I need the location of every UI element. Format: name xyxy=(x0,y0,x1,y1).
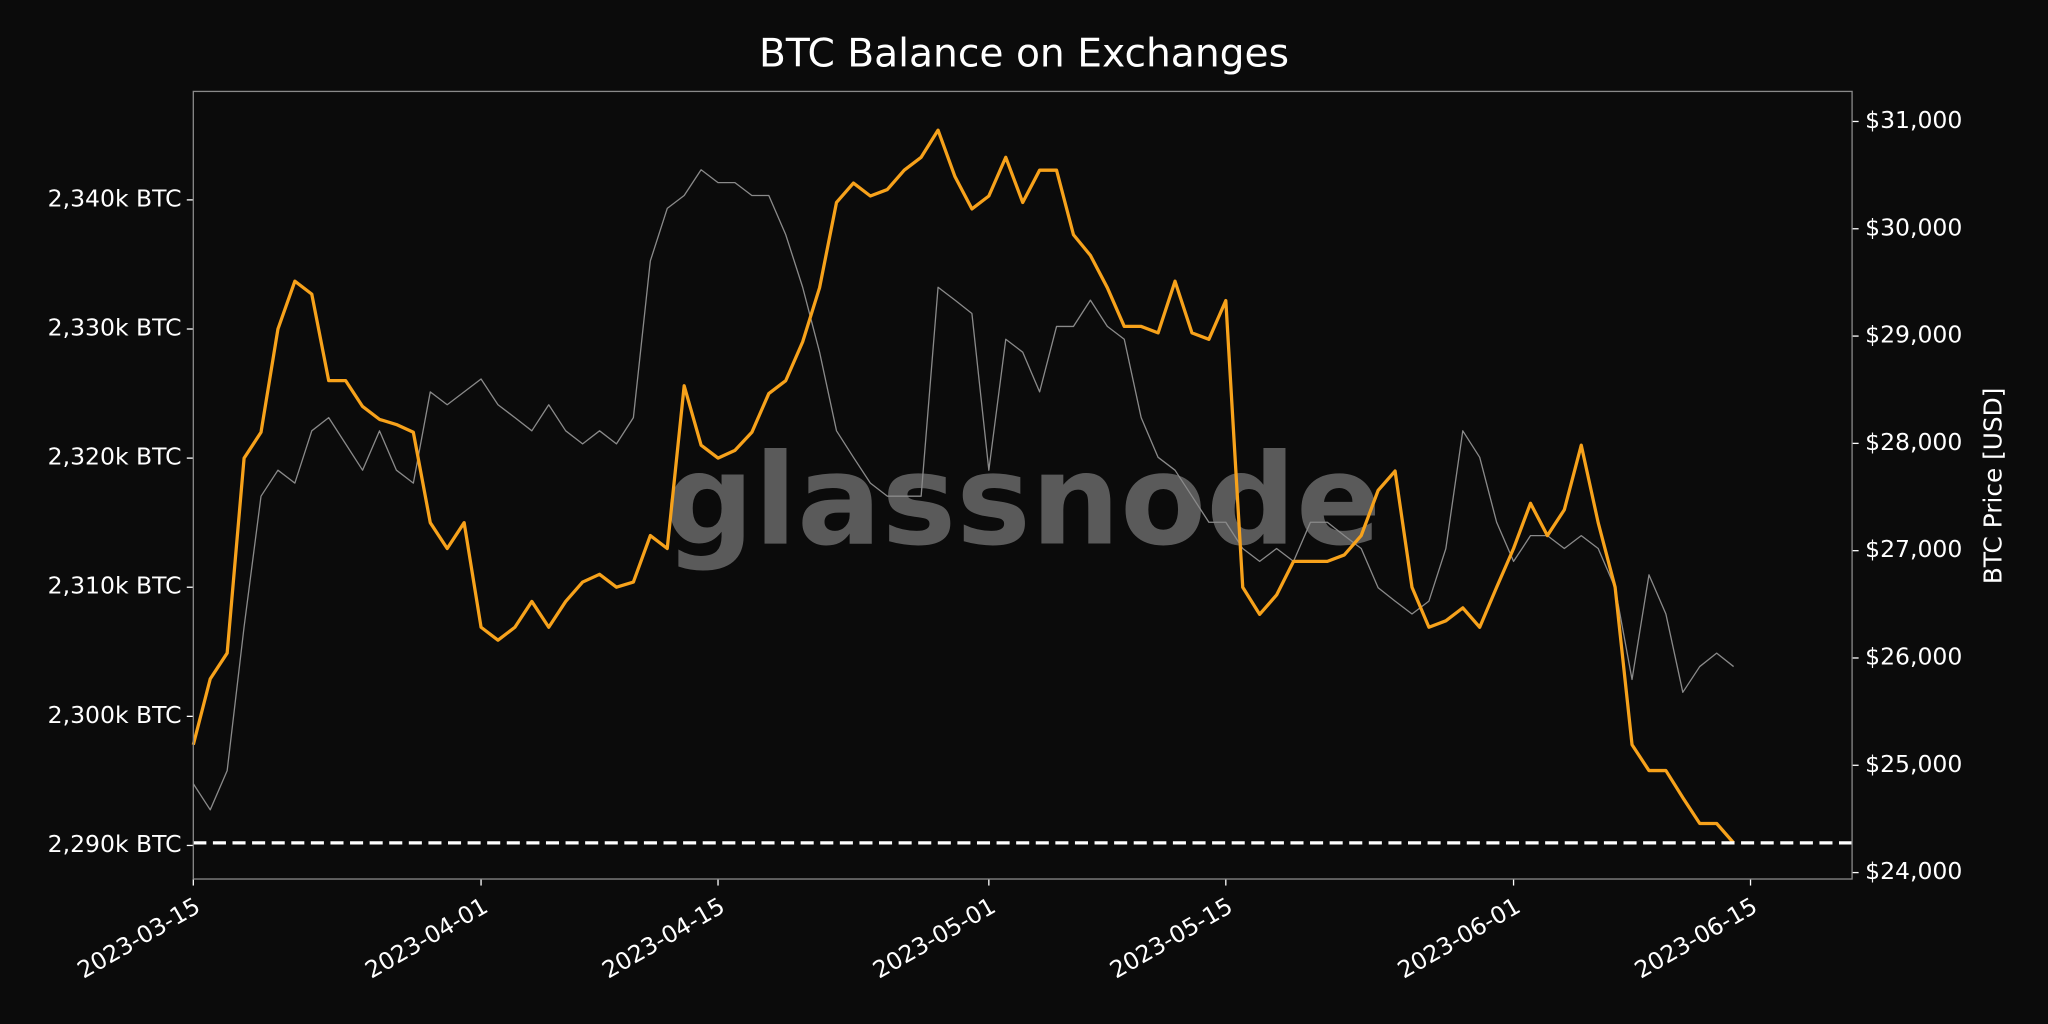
y-tick-label: 2,320k BTC xyxy=(48,443,182,471)
series-line xyxy=(192,169,1735,811)
y2-tick-label: $24,000 xyxy=(1865,857,1962,885)
y-tick-label: 2,290k BTC xyxy=(48,830,182,858)
y2-axis-label: BTC Price [USD] xyxy=(1978,388,2007,585)
y2-tick-label: $27,000 xyxy=(1865,535,1962,563)
y-tick-label: 2,340k BTC xyxy=(48,184,182,212)
y-tick-label: 2,300k BTC xyxy=(48,701,182,729)
chart-title: BTC Balance on Exchanges xyxy=(759,32,1289,77)
watermark: glassnode xyxy=(664,428,1381,574)
y2-tick-label: $29,000 xyxy=(1865,321,1962,349)
plot-frame xyxy=(192,90,1853,880)
y2-tick-label: $30,000 xyxy=(1865,213,1962,241)
y-tick-label: 2,330k BTC xyxy=(48,313,182,341)
series-line xyxy=(191,128,1735,844)
y2-tick-label: $26,000 xyxy=(1865,642,1962,670)
y2-tick-label: $31,000 xyxy=(1865,106,1962,134)
y2-tick-label: $25,000 xyxy=(1865,750,1962,778)
y2-tick-label: $28,000 xyxy=(1865,428,1962,456)
y-tick-label: 2,310k BTC xyxy=(48,572,182,600)
